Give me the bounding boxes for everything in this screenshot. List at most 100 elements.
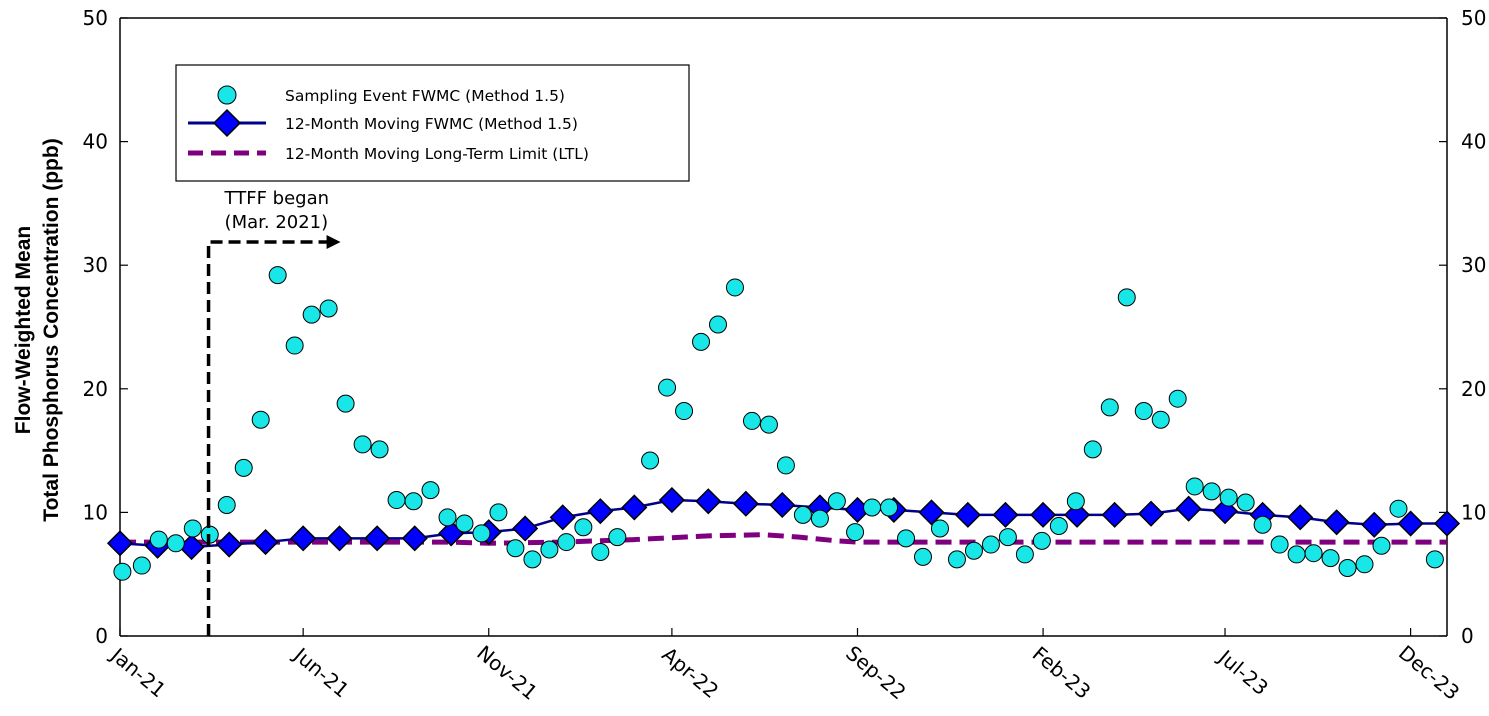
moving-fwmc-point [954, 501, 981, 528]
sampling-point [234, 458, 253, 477]
moving-fwmc-point [658, 486, 685, 514]
moving-fwmc-point [621, 494, 648, 521]
ttff-annotation: TTFF began (Mar. 2021) [206, 188, 341, 636]
moving-fwmc-point [512, 515, 539, 542]
sampling-point [608, 528, 627, 547]
moving-fwmc-point [106, 530, 134, 557]
ltl-line [120, 532, 1447, 546]
moving-fwmc-point [1361, 511, 1388, 538]
moving-fwmc-point [769, 491, 796, 519]
sampling-point [810, 509, 829, 528]
y-tick-label-right: 40 [1461, 130, 1486, 154]
sampling-point [897, 529, 916, 548]
series-moving-fwmc [106, 486, 1461, 561]
sampling-point [1321, 549, 1340, 568]
x-tick-label: Jul-23 [1213, 644, 1273, 700]
sampling-point [523, 550, 542, 569]
sampling-point [353, 435, 372, 454]
sampling-point [319, 299, 338, 318]
y-tick-label-left: 0 [95, 624, 108, 648]
moving-fwmc-point [549, 504, 576, 531]
x-tick-label: Dec-23 [1394, 641, 1464, 705]
moving-fwmc-point [992, 501, 1019, 528]
sampling-point [1304, 544, 1323, 563]
sampling-point [742, 411, 761, 430]
ttff-label-line2: (Mar. 2021) [225, 212, 329, 233]
y-tick-label-left: 50 [83, 6, 108, 30]
sampling-point [641, 451, 660, 470]
moving-fwmc-point [1030, 501, 1057, 528]
ttff-arrow-line [206, 240, 329, 636]
sampling-point [1015, 545, 1034, 564]
sampling-point [574, 518, 593, 537]
sampling-point [183, 519, 202, 538]
sampling-point [658, 378, 677, 397]
sampling-point [591, 542, 610, 561]
moving-fwmc-point [1287, 504, 1314, 531]
legend-marker-moving [188, 108, 266, 138]
x-tick-label: Jun-21 [288, 642, 354, 703]
moving-fwmc-point [1397, 510, 1424, 537]
sampling-point [472, 524, 491, 543]
y-tick-label-right: 50 [1461, 6, 1486, 30]
series-ltl [120, 532, 1447, 546]
sampling-point [1202, 482, 1221, 501]
sampling-point [964, 541, 983, 560]
sampling-point [759, 415, 778, 434]
sampling-point [725, 278, 744, 297]
y-tick-label-left: 10 [83, 500, 108, 524]
moving-fwmc-point [1433, 510, 1461, 537]
y-axis-label-line2: Total Phosphorus Concentration (ppb) [40, 138, 63, 521]
sampling-point [1100, 398, 1119, 417]
sampling-point [1134, 402, 1153, 421]
moving-fwmc-point [695, 488, 722, 515]
sampling-point [404, 492, 423, 511]
sampling-point [421, 481, 440, 500]
sampling-point [455, 514, 474, 533]
y-axis-label-line1: Flow-Weighted Mean [12, 226, 35, 434]
sampling-point [1372, 536, 1391, 555]
sampling-point [1117, 288, 1136, 307]
sampling-point [370, 440, 389, 459]
sampling-point [540, 540, 559, 559]
sampling-point [675, 402, 694, 421]
sampling-point [113, 562, 132, 581]
sampling-point [1083, 440, 1102, 459]
sampling-point [1032, 531, 1051, 550]
series-sampling-fwmc [113, 266, 1444, 581]
sampling-point [827, 492, 846, 511]
moving-fwmc-point [401, 525, 428, 552]
sampling-point [1253, 515, 1272, 534]
legend-label-ltl: 12-Month Moving Long-Term Limit (LTL) [285, 145, 589, 163]
moving-fwmc-point [587, 498, 614, 525]
moving-fwmc-point [290, 525, 317, 552]
sampling-point [251, 410, 270, 429]
sampling-point [947, 550, 966, 569]
legend-marker-sampling [217, 85, 237, 105]
moving-fwmc-point [364, 525, 391, 552]
sampling-point [268, 266, 287, 285]
y-tick-label-left: 40 [83, 130, 108, 154]
moving-fwmc-point [1137, 500, 1165, 527]
sampling-point [1168, 389, 1187, 408]
sampling-point [1185, 477, 1204, 496]
moving-fwmc-point [918, 499, 945, 526]
sampling-point [1425, 550, 1444, 569]
sampling-point [998, 528, 1017, 547]
x-tick-label: Jan-21 [105, 642, 171, 702]
x-tick-label: Apr-22 [657, 642, 723, 703]
sampling-point [302, 305, 321, 324]
moving-fwmc-point [216, 531, 243, 558]
legend-label-sampling: Sampling Event FWMC (Method 1.5) [285, 87, 565, 105]
sampling-point [557, 533, 576, 552]
y-tick-label-right: 10 [1461, 500, 1486, 524]
sampling-point [1270, 535, 1289, 554]
sampling-point [981, 535, 1000, 554]
sampling-point [708, 315, 727, 334]
moving-fwmc-point [1101, 501, 1128, 528]
sampling-point [793, 505, 812, 524]
sampling-point [217, 495, 236, 514]
sampling-point [1066, 492, 1085, 511]
sampling-point [1287, 545, 1306, 564]
